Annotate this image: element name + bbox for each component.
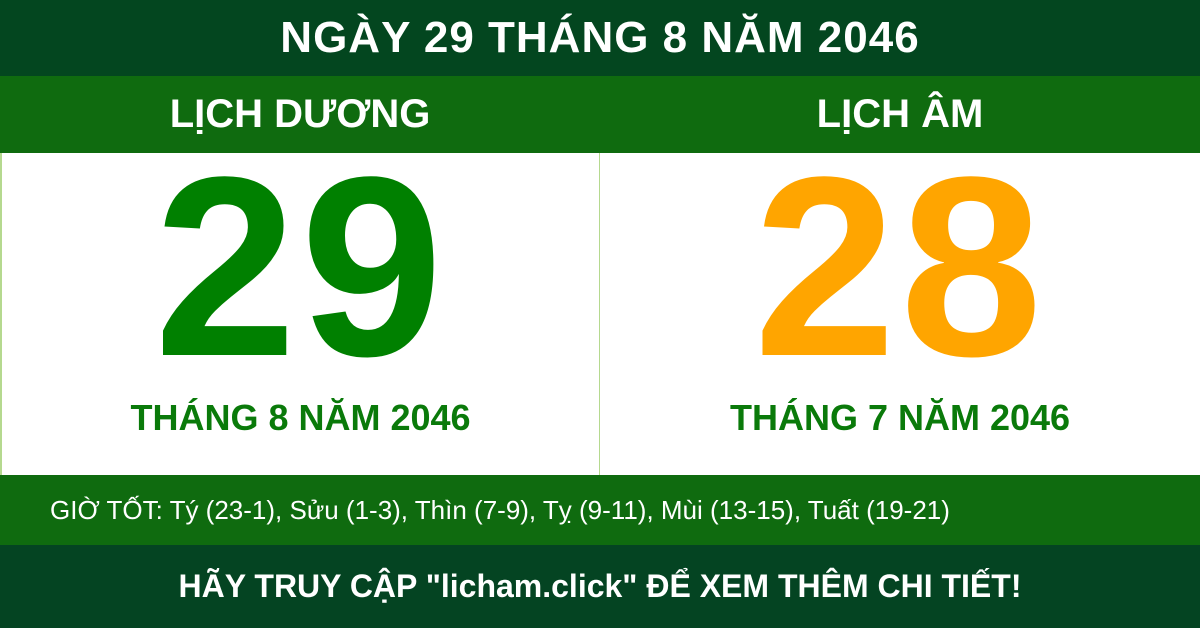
solar-calendar-label: LỊCH DƯƠNG xyxy=(169,92,431,136)
lunar-month-year: THÁNG 7 NĂM 2046 xyxy=(729,397,1071,438)
calendar-body: 29 THÁNG 8 NĂM 2046 28 THÁNG 7 NĂM 2046 xyxy=(0,139,1200,475)
lunar-day: 28 xyxy=(753,124,1047,410)
page-title: NGÀY 29 THÁNG 8 NĂM 2046 xyxy=(0,0,1200,76)
solar-column: 29 THÁNG 8 NĂM 2046 xyxy=(0,139,600,475)
lunar-column: 28 THÁNG 7 NĂM 2046 xyxy=(600,139,1200,475)
lunar-calendar-label: LỊCH ÂM xyxy=(816,92,984,136)
good-hours: GIỜ TỐT: Tý (23-1), Sửu (1-3), Thìn (7-9… xyxy=(0,475,1200,545)
column-headers: LỊCH DƯƠNG LỊCH ÂM xyxy=(0,76,1200,153)
solar-month-year: THÁNG 8 NĂM 2046 xyxy=(130,397,471,438)
footer-cta: HÃY TRUY CẬP "licham.click" ĐỂ XEM THÊM … xyxy=(0,545,1200,628)
solar-day: 29 xyxy=(154,124,447,410)
